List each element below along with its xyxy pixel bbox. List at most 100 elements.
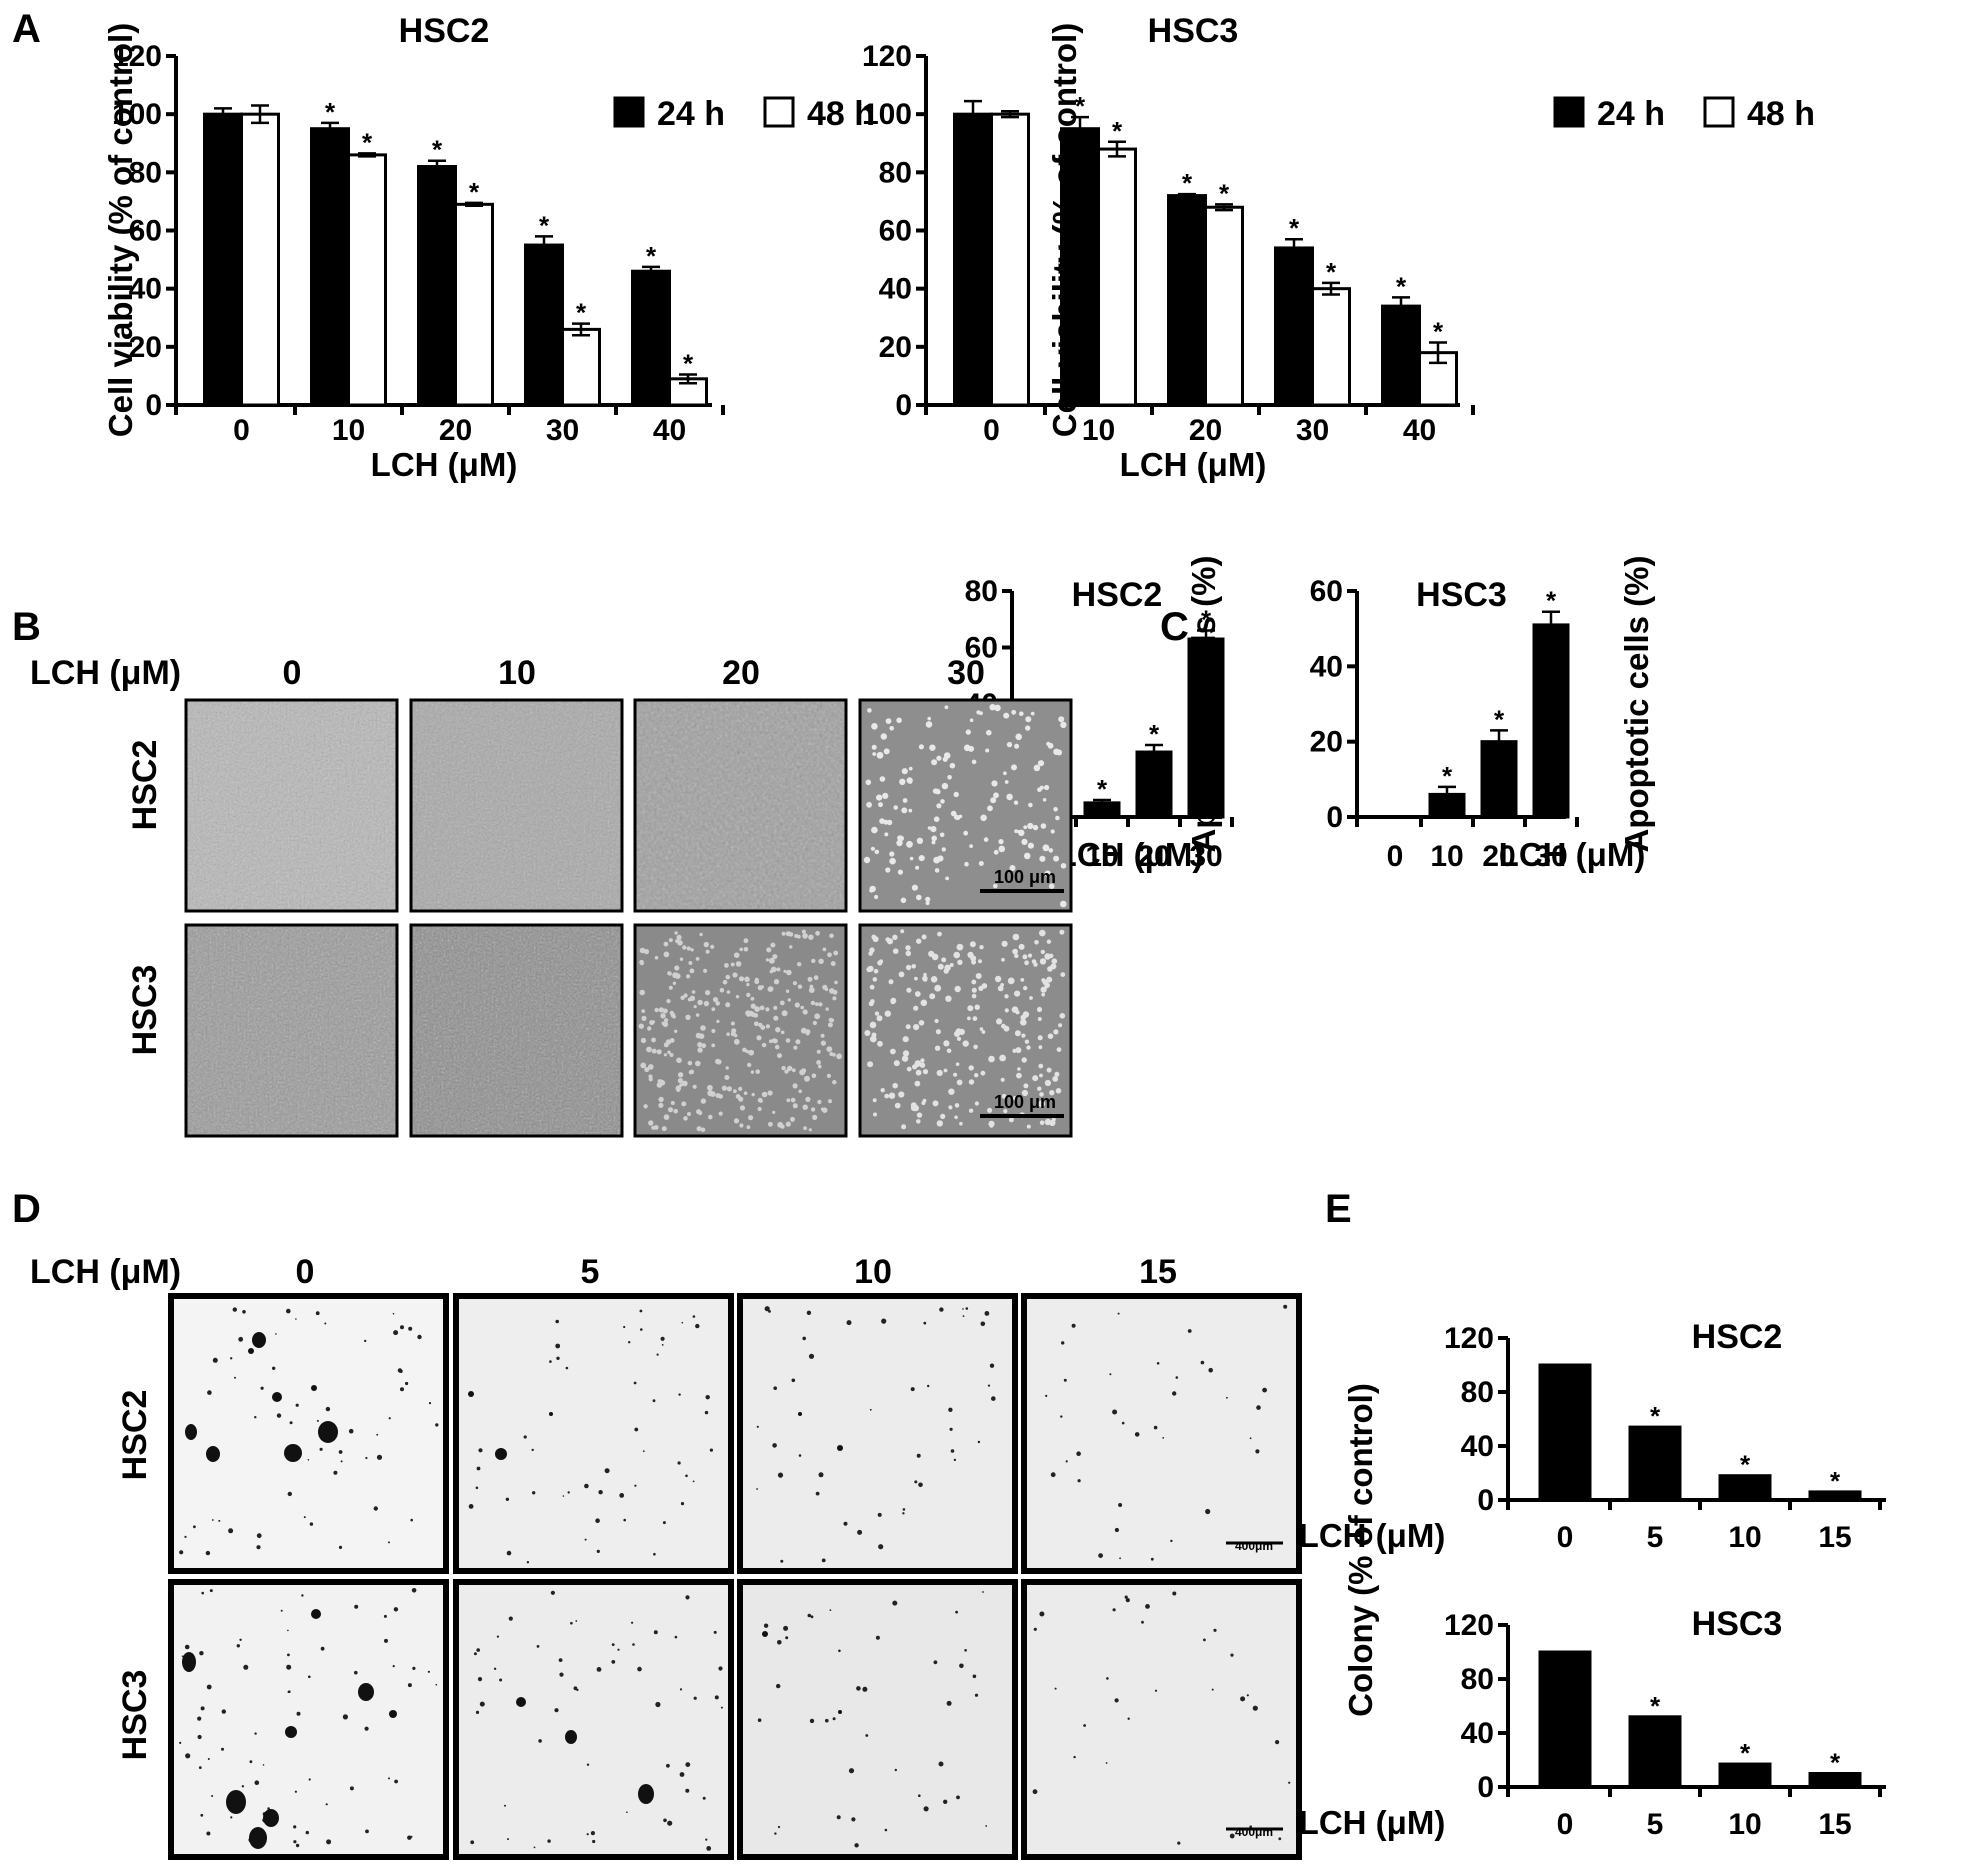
cell-spot — [780, 1124, 785, 1129]
colony-spot — [211, 1519, 214, 1521]
cell-spot — [693, 1005, 697, 1009]
colony-spot — [1121, 1421, 1125, 1425]
colony-spot — [211, 1795, 214, 1797]
bar — [1808, 1772, 1862, 1789]
cell-spot — [747, 1062, 752, 1068]
colony-spot — [338, 1450, 343, 1454]
legend-swatch — [1703, 96, 1735, 128]
cell-spot — [695, 1060, 701, 1067]
cell-spot — [818, 1064, 822, 1069]
cell-spot — [1011, 1006, 1019, 1013]
colony-spot — [948, 1407, 953, 1413]
colony-spot — [384, 1638, 388, 1643]
cell-spot — [716, 1019, 720, 1024]
colony-spot — [632, 1643, 635, 1646]
colony-spot — [242, 1310, 246, 1314]
colony-spot — [772, 1443, 777, 1448]
colony-spot — [307, 1459, 310, 1461]
cell-spot — [1022, 954, 1028, 960]
cell-spot — [656, 1049, 662, 1055]
cell-spot — [707, 1084, 713, 1091]
colony-spot — [1118, 1503, 1123, 1507]
colony-spot — [633, 1381, 637, 1385]
cell-spot — [980, 1070, 986, 1076]
cell-spot — [674, 965, 680, 971]
cell-spot — [715, 1058, 721, 1065]
cell-spot — [800, 1027, 807, 1034]
colony-spot — [325, 1803, 328, 1806]
colony-spot — [584, 1538, 587, 1541]
cell-spot — [648, 1120, 654, 1126]
legend-label: 48 h — [1747, 95, 1815, 133]
colony-spot — [1114, 1527, 1119, 1533]
colony-spot — [1112, 1608, 1116, 1612]
cell-spot — [1039, 1092, 1044, 1097]
colony-spot — [392, 1665, 395, 1668]
cell-spot — [711, 1028, 716, 1034]
cell-spot — [742, 1047, 747, 1053]
cell-spot — [1060, 900, 1067, 908]
cell-spot — [674, 1029, 678, 1034]
cell-spot — [989, 704, 996, 711]
colony-spot — [713, 1630, 717, 1634]
cell-spot — [808, 934, 814, 940]
cell-spot — [641, 1009, 646, 1013]
colony-spot — [1109, 1373, 1112, 1376]
colony-spot — [411, 1588, 417, 1593]
cell-spot — [934, 984, 942, 992]
cell-spot — [813, 975, 819, 981]
cell-spot — [936, 1120, 943, 1127]
cell-spot — [732, 972, 738, 978]
panel-d-col-1: 5 — [581, 1253, 600, 1291]
y-tick-label: 20 — [879, 331, 912, 364]
cell-spot — [908, 808, 913, 813]
cell-spot — [725, 974, 731, 980]
colony-spot — [435, 1683, 438, 1686]
scale-bar-label-d2: 400μm — [1235, 1825, 1273, 1839]
cell-spot — [647, 1026, 652, 1031]
cell-spot — [677, 1072, 684, 1078]
colony-spot — [507, 1838, 509, 1841]
colony-spot — [308, 1778, 311, 1781]
colony-spot — [212, 1357, 218, 1363]
cell-spot — [916, 894, 922, 901]
cell-spot — [872, 752, 877, 756]
cell-spot — [889, 851, 895, 857]
cell-spot — [757, 1097, 763, 1103]
colony-spot — [400, 1325, 404, 1330]
cell-spot — [725, 1002, 731, 1008]
cell-spot — [649, 1020, 655, 1026]
colony-spot — [1262, 1387, 1267, 1393]
cell-spot — [735, 961, 742, 967]
chart-e-hsc3: HSC3 0 40 80 120 * * * 0 5 10 15 LCH (μM) — [1299, 1605, 1886, 1841]
cell-spot — [872, 977, 878, 982]
cell-spot — [795, 1039, 801, 1045]
cell-spot — [827, 1099, 833, 1104]
colony-spot — [200, 1706, 205, 1711]
significance-star: * — [539, 210, 550, 240]
colony-spot — [354, 1604, 359, 1609]
cell-spot — [1024, 1039, 1030, 1044]
x-tick-label: 40 — [653, 414, 686, 447]
y-tick-label: 40 — [1461, 1430, 1494, 1463]
colony-spot — [923, 1806, 929, 1812]
cell-spot — [745, 1010, 751, 1016]
cell-spot — [785, 931, 791, 937]
cell-spot — [1060, 972, 1066, 977]
x-tick-label: 5 — [1647, 1808, 1664, 1841]
significance-star: * — [576, 298, 587, 328]
cell-spot — [993, 849, 999, 855]
colony-spot — [916, 1453, 921, 1458]
cell-spot — [743, 938, 749, 944]
cell-spot — [666, 999, 671, 1004]
colony-spot — [702, 1796, 706, 1800]
colony-spot — [342, 1714, 348, 1720]
colony-spot — [1150, 1557, 1154, 1561]
x-axis-label: LCH (μM) — [1057, 836, 1204, 873]
colony-spot — [1208, 1367, 1213, 1373]
chart-e-hsc2: HSC2 0 40 80 120 * * * 0 5 10 15 LCH (μM) — [1299, 1318, 1886, 1554]
micrograph-b-hsc3-30: 100 μm — [858, 923, 1073, 1138]
colony-spot — [320, 1646, 325, 1651]
colony-spot — [680, 1502, 685, 1506]
colony-spot — [538, 1739, 542, 1743]
